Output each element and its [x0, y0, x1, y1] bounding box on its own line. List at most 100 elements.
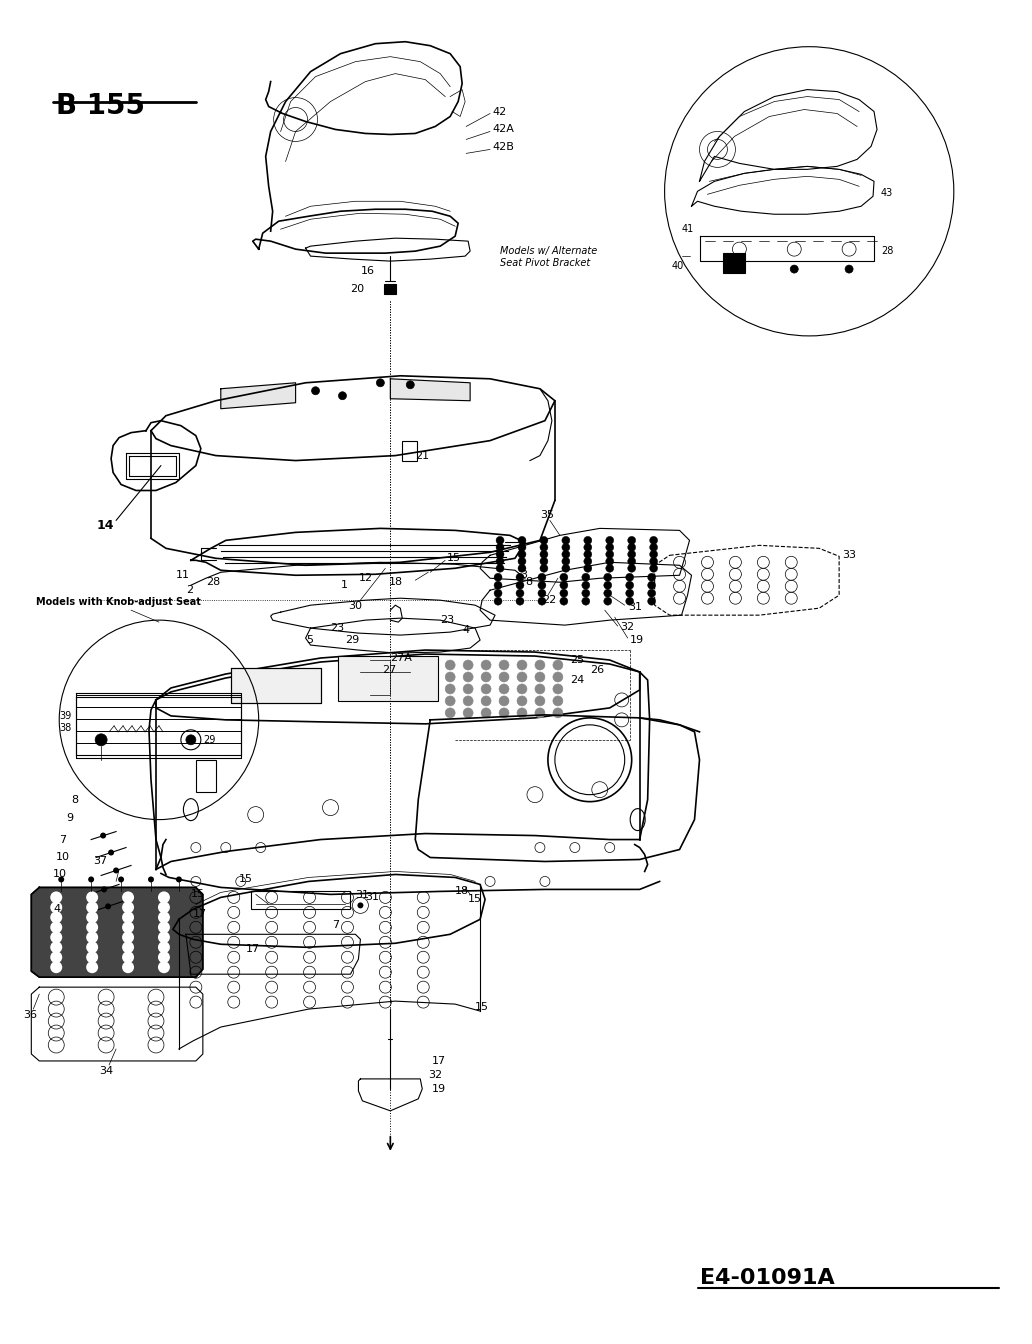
Circle shape: [517, 708, 527, 718]
Circle shape: [516, 597, 524, 605]
Text: 30: 30: [349, 601, 362, 612]
Circle shape: [540, 558, 548, 566]
Circle shape: [494, 589, 502, 597]
Circle shape: [496, 543, 504, 551]
Circle shape: [535, 672, 545, 681]
Circle shape: [86, 961, 98, 973]
Text: 32: 32: [428, 1070, 443, 1081]
Text: 25: 25: [570, 655, 584, 665]
Text: 10: 10: [56, 852, 70, 863]
Text: 29: 29: [346, 636, 360, 645]
Text: 43: 43: [881, 188, 894, 199]
Circle shape: [604, 574, 612, 581]
Circle shape: [517, 672, 527, 681]
Circle shape: [736, 265, 743, 273]
Text: 24: 24: [570, 675, 584, 685]
Text: 11: 11: [175, 570, 190, 581]
Circle shape: [158, 891, 170, 903]
Text: E4-01091A: E4-01091A: [700, 1269, 834, 1289]
Bar: [384, 284, 396, 294]
Text: 39: 39: [59, 711, 71, 720]
Circle shape: [561, 543, 570, 551]
Circle shape: [584, 543, 591, 551]
Circle shape: [560, 581, 568, 589]
Circle shape: [158, 931, 170, 943]
Circle shape: [627, 564, 636, 573]
Circle shape: [122, 931, 134, 943]
Text: 26: 26: [590, 665, 604, 675]
Circle shape: [445, 696, 455, 706]
Circle shape: [604, 597, 612, 605]
Text: 36: 36: [24, 1011, 37, 1020]
Circle shape: [649, 536, 657, 544]
Circle shape: [584, 564, 591, 573]
Circle shape: [560, 574, 568, 581]
Circle shape: [86, 911, 98, 923]
Circle shape: [553, 708, 562, 718]
Circle shape: [51, 941, 62, 953]
Text: 42A: 42A: [492, 125, 514, 134]
Circle shape: [604, 589, 612, 597]
Circle shape: [51, 902, 62, 914]
Circle shape: [627, 543, 636, 551]
Circle shape: [481, 708, 491, 718]
Circle shape: [538, 597, 546, 605]
Text: 34: 34: [99, 1066, 114, 1077]
Circle shape: [86, 941, 98, 953]
Circle shape: [606, 564, 614, 573]
Circle shape: [499, 660, 509, 671]
Text: 8: 8: [525, 577, 533, 587]
Bar: [723, 253, 745, 273]
Text: 4: 4: [462, 625, 470, 636]
Text: 4: 4: [54, 905, 61, 914]
Circle shape: [648, 574, 655, 581]
Circle shape: [540, 536, 548, 544]
Text: 16: 16: [360, 266, 375, 276]
Circle shape: [516, 589, 524, 597]
Circle shape: [445, 708, 455, 718]
Text: 15: 15: [469, 894, 482, 905]
Circle shape: [122, 961, 134, 973]
Bar: [402, 441, 417, 461]
Circle shape: [517, 696, 527, 706]
Text: Seat Pivot Bracket: Seat Pivot Bracket: [501, 258, 590, 267]
Circle shape: [496, 558, 504, 566]
Circle shape: [561, 536, 570, 544]
Circle shape: [481, 696, 491, 706]
Circle shape: [463, 660, 473, 671]
Bar: [338, 656, 439, 702]
Circle shape: [494, 597, 502, 605]
Text: 37: 37: [93, 856, 107, 867]
Text: 31: 31: [365, 892, 380, 902]
Circle shape: [51, 952, 62, 964]
Circle shape: [553, 696, 562, 706]
Text: B 155: B 155: [56, 91, 146, 120]
Circle shape: [86, 902, 98, 914]
Circle shape: [516, 581, 524, 589]
Circle shape: [86, 891, 98, 903]
Text: 17: 17: [432, 1056, 447, 1066]
Circle shape: [553, 660, 562, 671]
Circle shape: [582, 589, 590, 597]
Circle shape: [648, 589, 655, 597]
Circle shape: [561, 558, 570, 566]
Circle shape: [118, 876, 124, 883]
Circle shape: [606, 550, 614, 558]
Circle shape: [386, 285, 394, 293]
Circle shape: [463, 696, 473, 706]
Circle shape: [58, 876, 64, 883]
Text: 40: 40: [672, 261, 684, 271]
Circle shape: [158, 961, 170, 973]
Text: 23: 23: [330, 624, 345, 633]
Text: Models with Knob-adjust Seat: Models with Knob-adjust Seat: [36, 597, 201, 607]
Polygon shape: [390, 379, 471, 401]
Circle shape: [625, 574, 634, 581]
Circle shape: [535, 660, 545, 671]
Circle shape: [540, 550, 548, 558]
Circle shape: [445, 660, 455, 671]
Bar: [251, 891, 351, 910]
Circle shape: [51, 922, 62, 933]
Circle shape: [122, 911, 134, 923]
Circle shape: [540, 564, 548, 573]
Circle shape: [445, 672, 455, 681]
